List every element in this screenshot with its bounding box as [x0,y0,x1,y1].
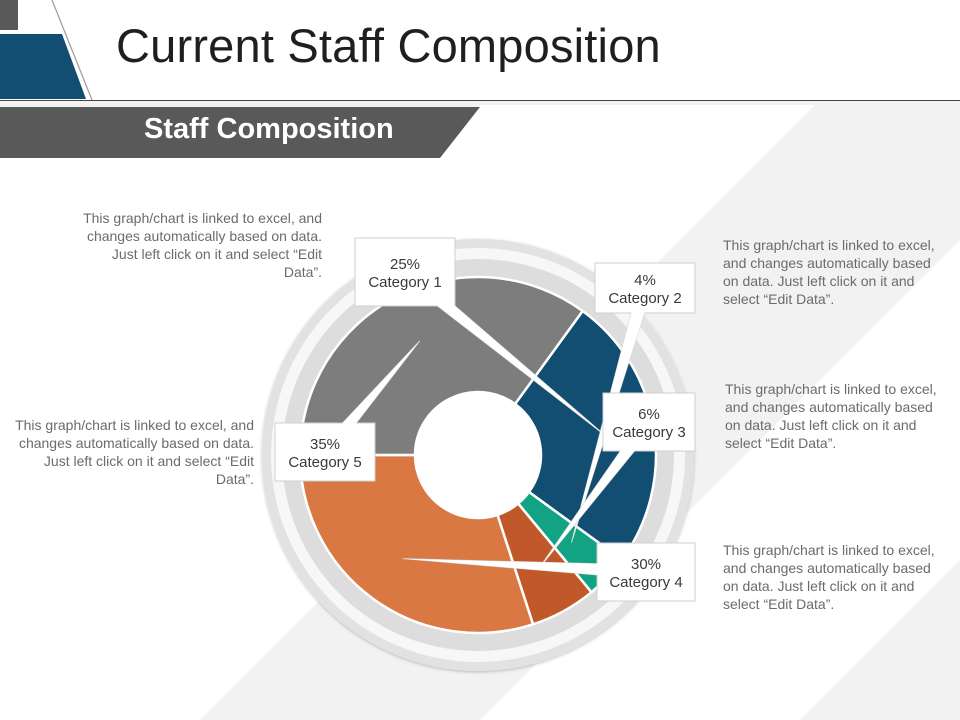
note-text-bottom-right: This graph/chart is linked to excel, and… [723,542,935,612]
callout-pointer-fill [400,266,605,435]
callout-category-1: 25%Category 1 [354,237,605,436]
callout-box-fill [596,264,694,312]
donut-hole [415,392,541,518]
banner-shape [0,107,480,158]
corner-dark-tab [0,0,18,30]
callout-box-fill [604,394,694,450]
data-label-percent: 6% [638,406,660,423]
callout-box-fill [356,239,454,305]
callout-pointer-fill [402,558,647,579]
note-text-middle-left: This graph/chart is linked to excel, and… [15,417,254,487]
callout-category-4: 30%Category 4 [402,542,696,602]
data-label-category: Category 3 [612,424,685,441]
corner-blue-shape [0,34,86,99]
note-text-top-left: This graph/chart is linked to excel, and… [83,210,322,280]
page-title: Current Staff Composition [116,19,661,72]
callout-category-5: 35%Category 5 [274,340,421,482]
data-label-category: Category 2 [608,290,681,307]
callout-pointer-fill [539,417,655,568]
callout-box-fill [598,544,694,600]
section-banner-title: Staff Composition [144,113,394,145]
corner-diagonal-line [51,0,93,101]
data-label-category: Category 4 [609,574,682,591]
data-label-percent: 35% [310,436,340,453]
callout-category-3: 6%Category 3 [539,392,696,568]
note-text-top-right: This graph/chart is linked to excel, and… [723,237,935,307]
background-right-corner [800,560,960,720]
data-label-category: Category 5 [288,454,361,471]
note-text-middle-right: This graph/chart is linked to excel, and… [725,381,937,451]
callout-box-fill [276,424,374,480]
data-label-percent: 30% [631,556,661,573]
data-label-percent: 25% [390,256,420,273]
data-label-percent: 4% [634,272,656,289]
data-label-category: Category 1 [368,274,441,291]
